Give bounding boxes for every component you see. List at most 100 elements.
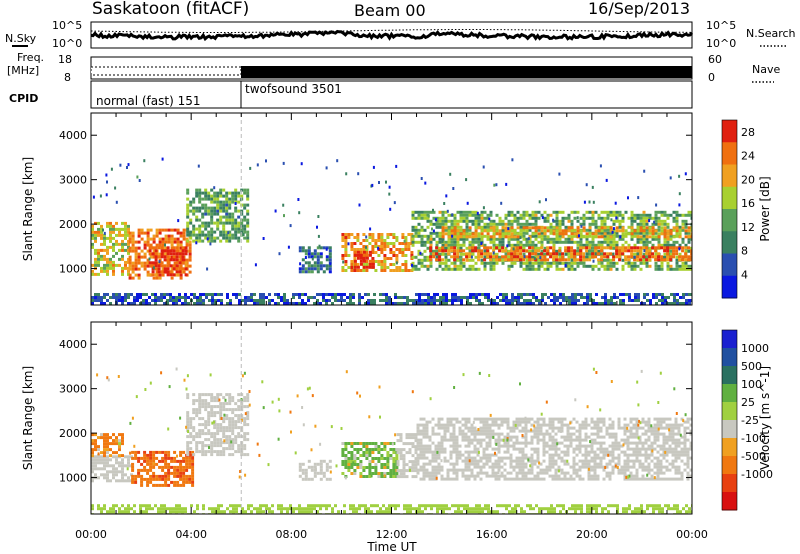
range-gate-cell (510, 226, 514, 230)
range-gate-cell (140, 249, 144, 253)
range-gate-cell (621, 267, 625, 271)
range-gate-cell (471, 235, 475, 239)
range-gate-cell (688, 293, 691, 296)
range-gate-cell (240, 221, 244, 225)
range-gate-cell (423, 255, 427, 259)
range-gate-cell (253, 302, 256, 305)
range-gate-cell (512, 444, 516, 448)
range-gate-cell (237, 435, 241, 439)
range-gate-cell (483, 243, 487, 247)
range-gate-cell (512, 477, 516, 481)
range-gate-cell (265, 159, 267, 163)
range-gate-cell (530, 459, 534, 463)
range-gate-cell (420, 252, 424, 256)
range-gate-cell (368, 442, 372, 445)
range-gate-cell (660, 213, 664, 217)
range-gate-cell (461, 471, 465, 475)
range-gate-cell (395, 457, 399, 460)
range-gate-cell (350, 466, 354, 469)
range-gate-cell (304, 474, 308, 478)
range-gate-cell (127, 458, 130, 462)
range-gate-cell (198, 429, 202, 433)
range-gate-cell (480, 237, 484, 241)
range-gate-cell (310, 267, 314, 271)
range-gate-cell (344, 260, 348, 263)
range-gate-cell (660, 219, 664, 223)
range-gate-cell (347, 451, 351, 454)
range-gate-cell (146, 249, 150, 253)
range-gate-cell (149, 264, 153, 268)
range-gate-cell (437, 465, 441, 469)
range-gate-cell (535, 299, 538, 302)
range-gate-cell (454, 293, 457, 296)
range-gate-cell (118, 248, 121, 252)
range-gate-cell (358, 296, 361, 299)
range-gate-cell (549, 252, 553, 256)
range-gate-cell (106, 269, 109, 273)
range-gate-cell (471, 232, 475, 236)
range-gate-cell (140, 237, 144, 241)
range-gate-cell (179, 258, 183, 262)
range-gate-cell (482, 447, 486, 451)
range-gate-cell (681, 246, 685, 250)
range-gate-cell (612, 237, 616, 241)
range-gate-cell (559, 302, 562, 305)
range-gate-cell (611, 230, 614, 234)
range-gate-cell (322, 246, 326, 250)
range-gate-cell (127, 163, 130, 167)
range-gate-cell (483, 258, 487, 262)
range-gate-cell (672, 228, 676, 232)
range-gate-cell (516, 237, 520, 241)
range-gate-cell (417, 222, 421, 226)
range-gate-cell (543, 234, 547, 238)
range-gate-cell (591, 210, 595, 214)
range-gate-cell (606, 255, 610, 259)
range-gate-cell (154, 267, 158, 271)
range-gate-cell (663, 258, 667, 262)
range-gate-cell (237, 209, 241, 213)
range-gate-cell (301, 258, 305, 262)
range-gate-cell (457, 296, 460, 299)
range-gate-cell (466, 299, 469, 302)
range-gate-cell (219, 215, 223, 219)
range-gate-cell (103, 467, 106, 471)
range-gate-cell (521, 429, 525, 433)
range-gate-cell (353, 262, 357, 266)
range-gate-cell (443, 459, 447, 463)
range-gate-cell (166, 270, 170, 274)
range-gate-cell (134, 474, 138, 478)
range-gate-cell (401, 236, 405, 239)
range-gate-cell (672, 267, 676, 271)
range-gate-cell (477, 267, 481, 271)
range-gate-cell (91, 439, 94, 443)
range-gate-cell (172, 299, 175, 302)
range-gate-cell (518, 420, 522, 424)
range-gate-cell (464, 450, 468, 454)
range-gate-cell (344, 263, 348, 266)
range-gate-cell (195, 435, 199, 439)
range-gate-cell (377, 263, 381, 266)
range-gate-cell (186, 444, 190, 448)
range-gate-cell (115, 296, 118, 299)
range-gate-cell (301, 302, 304, 305)
range-gate-cell (154, 296, 157, 299)
range-gate-cell (670, 293, 673, 296)
range-gate-cell (606, 237, 610, 241)
range-gate-cell (573, 255, 577, 259)
range-gate-cell (94, 299, 97, 302)
range-gate-cell (497, 435, 501, 439)
range-gate-cell (585, 216, 589, 220)
range-gate-cell (328, 258, 332, 262)
range-gate-cell (192, 399, 196, 403)
range-gate-cell (131, 462, 135, 466)
range-gate-cell (146, 234, 150, 238)
range-gate-cell (627, 258, 631, 262)
range-gate-cell (427, 293, 430, 296)
range-gate-cell (576, 258, 580, 262)
range-gate-cell (207, 450, 211, 454)
range-gate-cell (540, 237, 544, 241)
range-gate-cell (444, 258, 448, 262)
range-gate-cell (533, 429, 537, 433)
range-gate-cell (210, 435, 214, 439)
range-gate-cell (661, 299, 664, 302)
